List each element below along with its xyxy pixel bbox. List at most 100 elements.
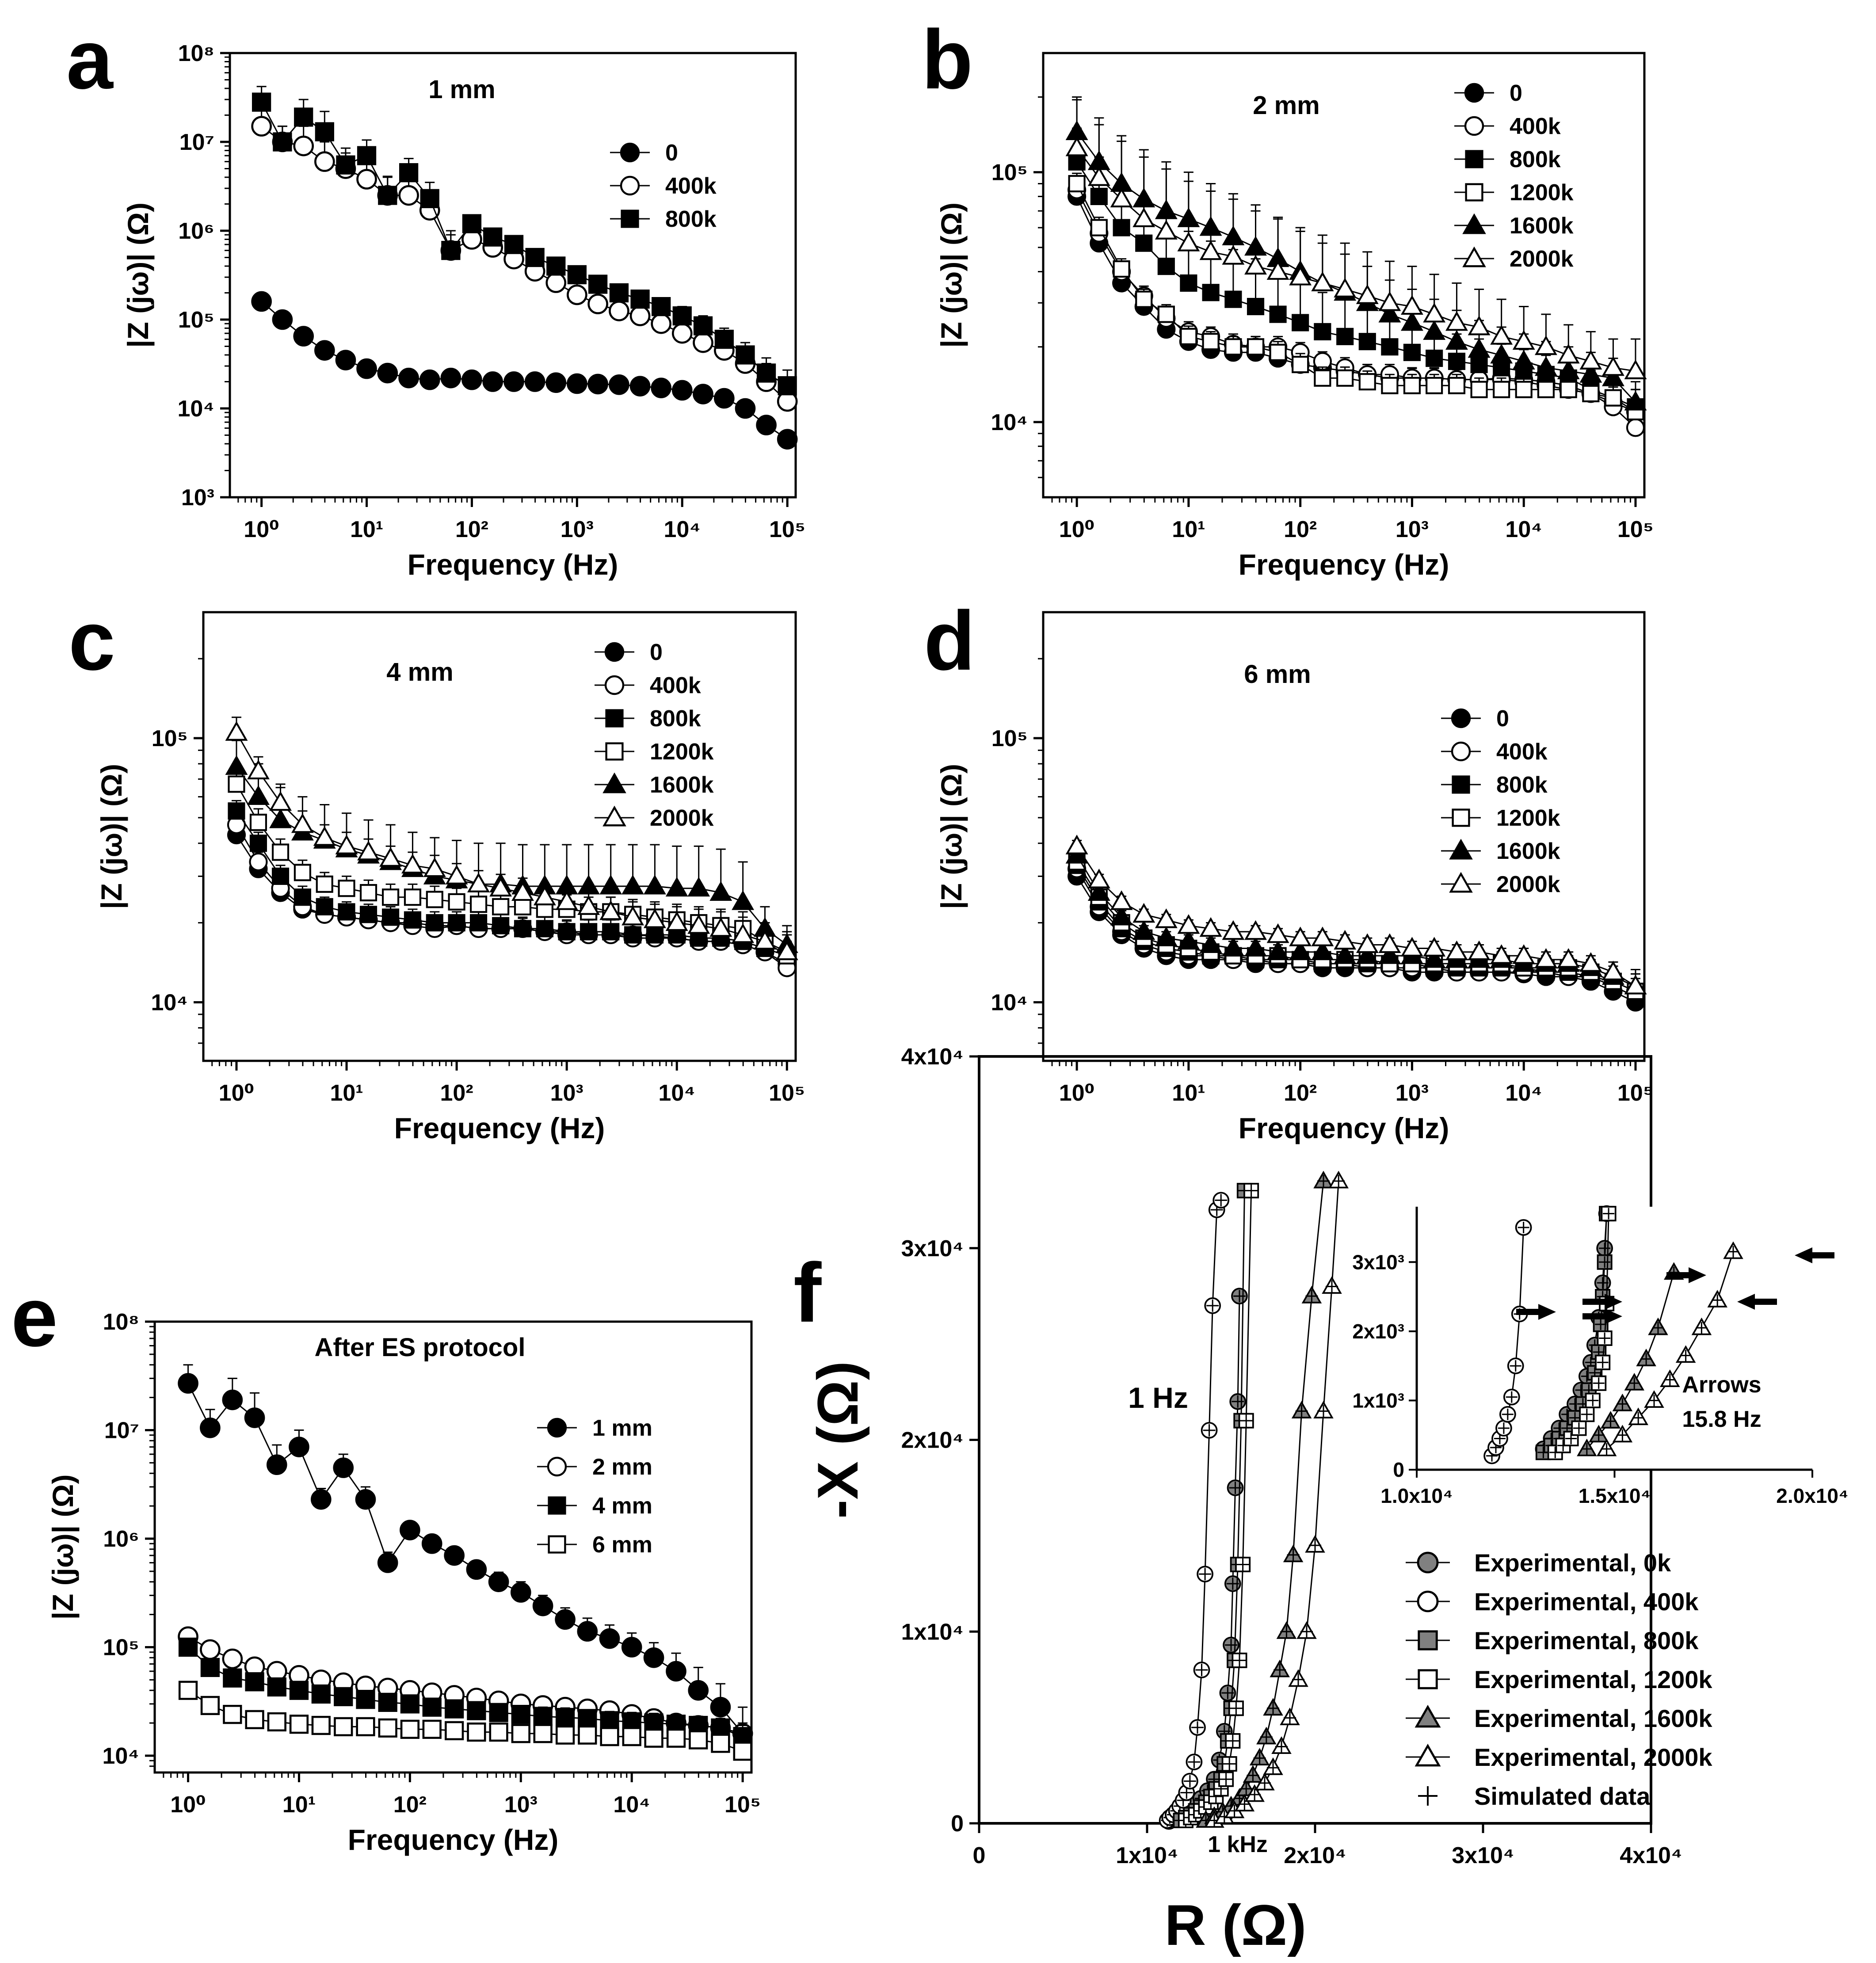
data-point	[1177, 930, 1200, 950]
data-point	[1157, 305, 1175, 323]
data-point	[311, 1684, 331, 1704]
x-tick-label: 10⁴	[658, 1080, 695, 1106]
data-point	[398, 185, 419, 206]
data-point	[1113, 219, 1130, 236]
data-point	[643, 908, 666, 928]
simulated-point	[1236, 1558, 1249, 1571]
x-tick-label: 10¹	[1172, 517, 1205, 542]
x-tick-label: 10⁴	[1505, 1080, 1542, 1106]
simulated-point	[1233, 1654, 1246, 1667]
data-point	[599, 1628, 620, 1649]
series-2mm	[178, 1626, 753, 1744]
simulated-point	[1601, 1443, 1613, 1455]
data-point	[1090, 219, 1108, 236]
legend-marker	[547, 1418, 567, 1438]
data-point	[1336, 328, 1354, 345]
data-point	[1135, 290, 1153, 308]
legend-label: 1200k	[650, 739, 714, 765]
data-point	[1579, 952, 1602, 972]
data-point	[423, 857, 446, 877]
chart-panel-d: 10⁰ 10¹ 10² 10³ 10⁴ 10⁵ 10⁴ 10⁵ Frequency (Hz) |Z…	[935, 611, 1654, 1144]
data-point	[448, 893, 465, 911]
legend-marker	[604, 642, 625, 662]
data-point	[225, 721, 248, 741]
data-point	[311, 1715, 331, 1735]
data-point	[1400, 295, 1423, 315]
x-tick-label: 10³	[504, 1792, 538, 1818]
simulated-point	[1597, 1357, 1609, 1368]
data-point	[200, 1658, 220, 1677]
data-point	[1180, 328, 1197, 345]
inset-series-1600k	[1577, 1262, 1684, 1456]
data-point	[525, 248, 545, 267]
data-point	[178, 1681, 198, 1700]
data-point	[1356, 944, 1379, 964]
data-point	[1468, 338, 1491, 358]
data-point	[445, 865, 468, 884]
data-point	[1199, 240, 1222, 260]
simulated-point	[1565, 1433, 1577, 1445]
y-axis: 10³ 10⁴ 10⁵ 10⁶ 10⁷ 10⁸	[177, 41, 230, 511]
data-point	[1244, 255, 1267, 275]
data-point	[558, 923, 576, 941]
x-axis: 10⁰ 10¹ 10² 10³ 10⁴ 10⁵	[1051, 1061, 1654, 1106]
data-point	[338, 880, 355, 897]
data-point	[1311, 926, 1334, 946]
data-point	[1311, 271, 1334, 291]
data-point	[378, 1692, 397, 1712]
simulated-point	[1245, 1184, 1258, 1197]
simulated-point	[1240, 1782, 1253, 1795]
data-point	[356, 358, 377, 379]
data-point	[1132, 920, 1155, 940]
series-1600k	[1065, 844, 1647, 995]
data-point	[536, 920, 553, 938]
data-point	[200, 1696, 220, 1715]
data-point	[510, 1582, 531, 1603]
data-point	[249, 835, 267, 852]
data-point	[1358, 333, 1376, 351]
legend-marker	[605, 709, 624, 728]
legend-marker	[1465, 150, 1483, 168]
data-point	[524, 371, 545, 392]
legend-label: 800k	[1496, 772, 1548, 798]
data-point	[178, 1637, 198, 1657]
data-point	[1512, 944, 1535, 964]
legend-label: 1600k	[1496, 839, 1560, 864]
x-tick-label: 10¹	[350, 517, 383, 542]
data-point	[377, 1552, 398, 1573]
data-point	[754, 930, 776, 950]
data-point	[609, 283, 629, 303]
y-tick-label: 10⁵	[991, 160, 1028, 186]
data-point	[483, 227, 503, 247]
series-Experimental-2000k	[1204, 1170, 1349, 1828]
data-point	[222, 1389, 243, 1410]
data-point	[294, 888, 311, 906]
legend-marker	[621, 210, 639, 228]
data-point	[1222, 920, 1245, 940]
legend-marker	[1418, 1630, 1438, 1650]
data-point	[775, 940, 798, 961]
x-tick-label: 10⁰	[1059, 517, 1095, 542]
simulated-point	[1284, 1711, 1296, 1724]
data-point	[644, 1728, 663, 1748]
series-0	[251, 291, 798, 450]
data-point	[247, 759, 270, 780]
data-point	[1177, 232, 1200, 252]
simulated-point	[1498, 1422, 1510, 1434]
data-point	[1403, 343, 1421, 361]
data-point	[1358, 373, 1376, 391]
data-point	[419, 369, 440, 390]
data-point	[467, 873, 490, 892]
data-point	[624, 926, 642, 944]
simulated-point	[1603, 1208, 1615, 1220]
data-point	[1582, 385, 1600, 403]
data-point	[1132, 207, 1155, 227]
data-point	[665, 911, 688, 931]
y-tick-label: 10⁴	[991, 990, 1028, 1015]
data-point	[602, 923, 620, 941]
x-axis: 10⁰ 10¹ 10² 10³ 10⁴ 10⁵	[1051, 497, 1654, 542]
series-6mm	[178, 1681, 752, 1761]
chart-panel-a: 10⁰ 10¹ 10² 10³ 10⁴ 10⁵ 10³ 10⁴ 10⁵ 10⁶ 10⁷ 10⁸ Freq…	[122, 41, 805, 581]
data-point	[378, 186, 397, 205]
data-point	[178, 1373, 198, 1394]
